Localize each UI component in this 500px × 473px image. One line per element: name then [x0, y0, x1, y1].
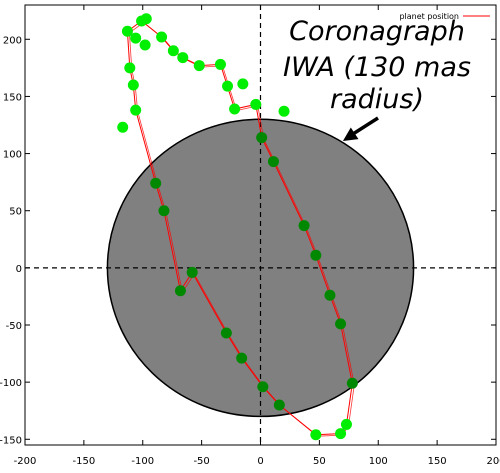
planet-point-36	[140, 13, 152, 25]
planet-point-13	[220, 327, 232, 339]
planet-point-31	[229, 103, 241, 115]
planet-point-28	[237, 78, 249, 90]
x-tick-label: 50	[313, 456, 326, 467]
planet-point-16	[158, 205, 170, 217]
x-tick-label: 100	[369, 456, 388, 467]
planet-point-21	[124, 62, 136, 74]
planet-point-5	[335, 318, 347, 330]
planet-point-12	[236, 352, 248, 364]
y-tick-label: 200	[3, 35, 22, 46]
x-tick-label: -100	[131, 456, 154, 467]
planet-point-24	[167, 45, 179, 57]
annotation-arrow-shaft	[351, 116, 379, 136]
planet-point-10	[273, 399, 285, 411]
y-tick-label: 100	[3, 150, 22, 161]
planet-point-33	[130, 32, 142, 44]
x-tick-label: 0	[257, 456, 263, 467]
y-tick-label: -100	[0, 378, 22, 389]
planet-point-14	[186, 266, 198, 278]
planet-point-25	[177, 52, 189, 64]
planet-point-32	[222, 80, 234, 92]
planet-point-2	[298, 220, 310, 232]
x-tick-label: -150	[73, 456, 96, 467]
planet-point-19	[130, 104, 142, 116]
y-tick-label: 0	[16, 264, 22, 275]
annotation-text-line: IWA (130 mas	[283, 52, 471, 83]
planet-point-34	[121, 25, 133, 37]
planet-point-11	[257, 381, 269, 393]
y-tick-label: 50	[9, 207, 22, 218]
annotation-arrow-head	[342, 127, 359, 141]
planet-point-15	[174, 285, 186, 297]
planet-point-3	[310, 249, 322, 261]
annotation-text-line: Coronagraph	[289, 16, 465, 47]
planet-point-0	[256, 132, 268, 144]
planet-point-1	[267, 156, 279, 168]
planet-point-7	[340, 418, 352, 430]
y-tick-label: -150	[0, 435, 22, 446]
planet-point-26	[193, 60, 205, 72]
planet-point-22	[139, 39, 151, 51]
planet-point-30	[278, 105, 290, 117]
annotation-text-line: radius)	[330, 84, 424, 115]
planet-point-17	[150, 177, 162, 189]
planet-point-20	[127, 79, 139, 91]
y-tick-label: 150	[3, 92, 22, 103]
planet-point-4	[324, 289, 336, 301]
x-tick-label: 200	[486, 456, 500, 467]
planet-point-8	[335, 428, 347, 440]
planet-point-27	[214, 58, 226, 70]
x-tick-label: -50	[193, 456, 209, 467]
planet-point-9	[310, 429, 322, 441]
x-tick-label: 150	[428, 456, 447, 467]
planet-point-6	[346, 377, 358, 389]
planet-point-29	[250, 98, 262, 110]
planet-point-23	[156, 31, 168, 43]
legend-label: planet position	[399, 12, 459, 21]
x-tick-label: -200	[14, 456, 37, 467]
y-tick-label: -50	[6, 321, 22, 332]
planet-point-18	[117, 121, 129, 133]
